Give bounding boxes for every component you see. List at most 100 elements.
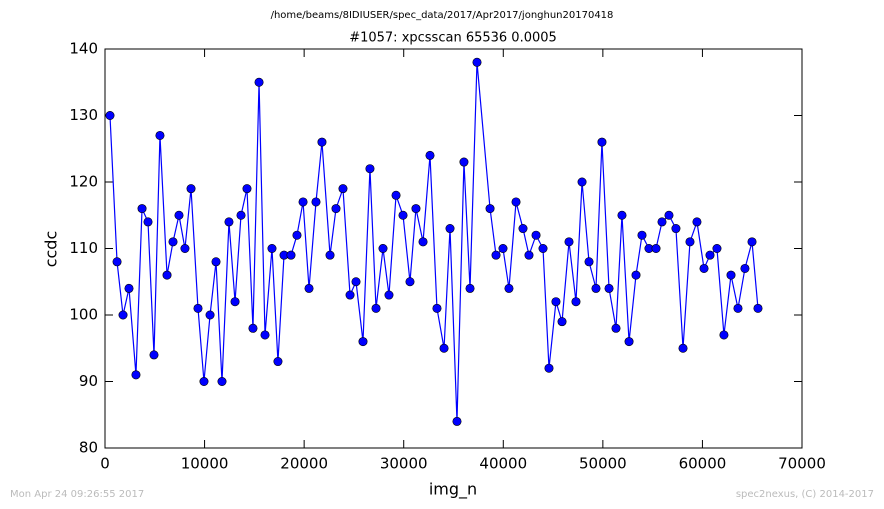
data-point xyxy=(705,250,715,260)
data-point xyxy=(439,343,449,353)
data-point xyxy=(193,303,203,313)
x-tick-label: 20000 xyxy=(280,455,328,473)
data-point xyxy=(230,297,240,307)
y-axis-label: ccdc xyxy=(42,231,61,268)
data-point xyxy=(317,137,327,147)
data-point xyxy=(637,230,647,240)
data-point xyxy=(432,303,442,313)
data-point xyxy=(459,157,469,167)
data-point xyxy=(485,204,495,214)
data-point xyxy=(325,250,335,260)
data-point xyxy=(236,210,246,220)
file-path: /home/beams/8IDIUSER/spec_data/2017/Apr2… xyxy=(271,10,614,21)
data-point xyxy=(591,283,601,293)
data-point xyxy=(538,244,548,254)
data-point xyxy=(518,224,528,234)
data-point xyxy=(304,283,314,293)
data-point xyxy=(524,250,534,260)
data-point xyxy=(351,277,361,287)
data-point xyxy=(365,164,375,174)
data-point xyxy=(445,224,455,234)
data-point xyxy=(199,376,209,386)
data-point xyxy=(124,283,134,293)
data-point xyxy=(726,270,736,280)
data-point xyxy=(733,303,743,313)
y-tick-label: 110 xyxy=(69,239,98,257)
data-point xyxy=(631,270,641,280)
data-point xyxy=(611,323,621,333)
data-point xyxy=(137,204,147,214)
data-point xyxy=(273,357,283,367)
data-point xyxy=(418,237,428,247)
x-tick-label: 10000 xyxy=(181,455,229,473)
data-point xyxy=(155,130,165,140)
data-point xyxy=(248,323,258,333)
data-point xyxy=(180,244,190,254)
data-point xyxy=(286,250,296,260)
y-tick-label: 120 xyxy=(69,173,98,191)
x-tick-label: 60000 xyxy=(679,455,727,473)
data-point xyxy=(205,310,215,320)
data-point xyxy=(564,237,574,247)
data-point xyxy=(491,250,501,260)
data-point xyxy=(391,190,401,200)
data-point xyxy=(186,184,196,194)
data-point xyxy=(217,376,227,386)
data-point xyxy=(657,217,667,227)
data-point xyxy=(699,263,709,273)
data-point xyxy=(224,217,234,227)
data-point xyxy=(242,184,252,194)
data-point xyxy=(405,277,415,287)
data-point xyxy=(105,111,115,121)
data-point xyxy=(740,263,750,273)
data-point xyxy=(511,197,521,207)
data-point xyxy=(131,370,141,380)
data-point xyxy=(531,230,541,240)
data-point xyxy=(311,197,321,207)
data-point xyxy=(168,237,178,247)
data-point xyxy=(557,317,567,327)
data-point xyxy=(597,137,607,147)
data-point xyxy=(651,244,661,254)
data-point xyxy=(384,290,394,300)
data-point xyxy=(149,350,159,360)
x-tick-label: 50000 xyxy=(579,455,627,473)
data-point xyxy=(162,270,172,280)
data-point xyxy=(174,210,184,220)
data-point xyxy=(664,210,674,220)
x-tick-label: 40000 xyxy=(479,455,527,473)
data-point xyxy=(398,210,408,220)
data-point xyxy=(747,237,757,247)
data-point xyxy=(267,244,277,254)
data-point xyxy=(338,184,348,194)
x-tick-label: 0 xyxy=(100,455,110,473)
y-tick-label: 90 xyxy=(79,372,98,390)
data-point xyxy=(143,217,153,227)
data-point xyxy=(331,204,341,214)
data-point xyxy=(371,303,381,313)
x-tick-label: 70000 xyxy=(778,455,826,473)
data-point xyxy=(671,224,681,234)
x-axis-label: img_n xyxy=(429,480,477,500)
y-tick-label: 80 xyxy=(79,439,98,457)
data-point xyxy=(378,244,388,254)
y-tick-label: 130 xyxy=(69,106,98,124)
data-point xyxy=(112,257,122,267)
footer-date: Mon Apr 24 09:26:55 2017 xyxy=(10,489,144,500)
data-point xyxy=(118,310,128,320)
data-point xyxy=(472,57,482,67)
data-point xyxy=(358,337,368,347)
data-point xyxy=(498,244,508,254)
data-point xyxy=(411,204,421,214)
data-point xyxy=(345,290,355,300)
data-point xyxy=(753,303,763,313)
data-point xyxy=(719,330,729,340)
data-point xyxy=(678,343,688,353)
data-point xyxy=(584,257,594,267)
data-point xyxy=(211,257,221,267)
data-point xyxy=(604,283,614,293)
y-tick-label: 100 xyxy=(69,306,98,324)
data-point xyxy=(292,230,302,240)
data-point xyxy=(452,416,462,426)
